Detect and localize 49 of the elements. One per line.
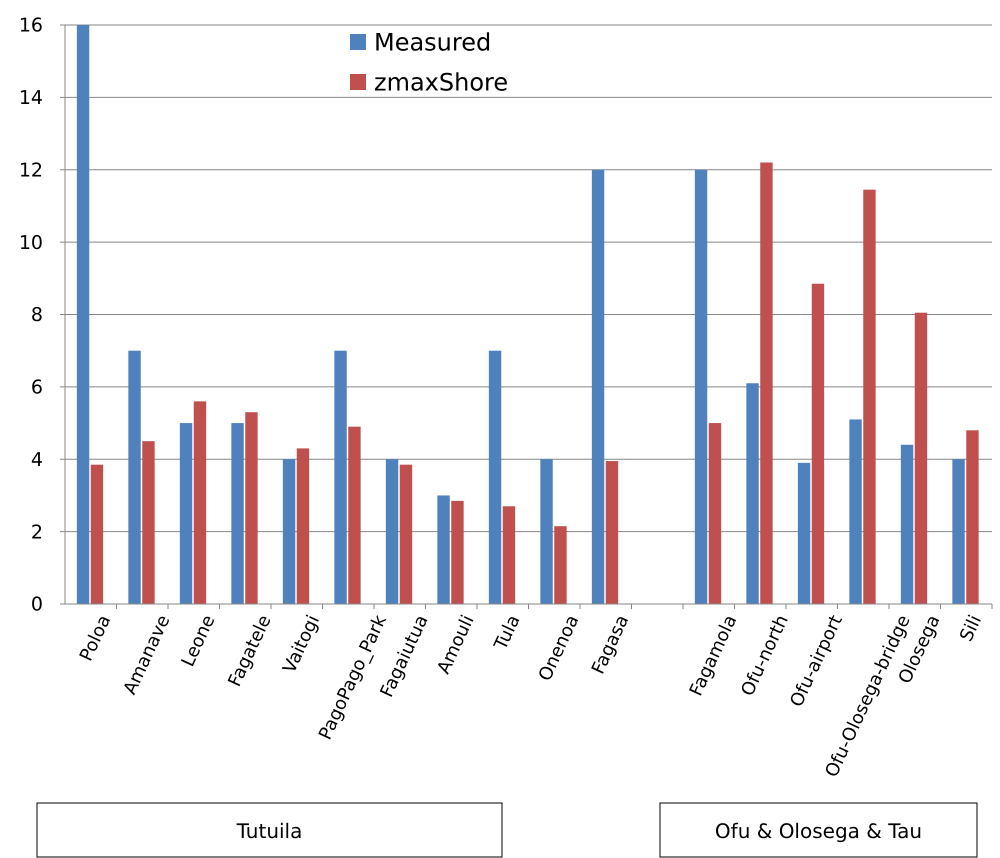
bar (334, 350, 347, 604)
legend-label: Measured (374, 28, 492, 56)
bar (128, 350, 141, 604)
bar (694, 170, 708, 604)
bar (952, 459, 965, 604)
bar (451, 500, 464, 604)
bar (746, 383, 759, 604)
bar (245, 412, 258, 604)
bar (90, 464, 104, 604)
text: Ofu & Olosega & Tau (714, 819, 922, 843)
bar (488, 350, 502, 604)
x-tick-label: Sili (956, 612, 986, 645)
bar (296, 448, 310, 604)
bar (142, 441, 155, 604)
bar (231, 423, 244, 604)
y-tick-label: 12 (18, 159, 43, 182)
bar (900, 444, 914, 604)
y-tick-label: 0 (30, 594, 43, 616)
y-tick-label: 14 (18, 87, 43, 110)
bar (76, 25, 90, 604)
bar (812, 284, 824, 604)
x-tick-label: Tula (490, 612, 525, 654)
bar (540, 459, 553, 604)
legend-label: zmaxShore (374, 68, 508, 96)
bar (194, 401, 206, 604)
bar (386, 459, 398, 604)
bar (592, 170, 604, 604)
y-tick-label: 6 (30, 376, 43, 399)
bar (760, 162, 773, 604)
bar (348, 426, 361, 604)
y-tick-label: 16 (18, 14, 43, 37)
bar (606, 461, 618, 604)
y-tick-label: 2 (30, 521, 43, 544)
y-tick-label: 8 (30, 304, 43, 326)
bar (400, 464, 412, 604)
bar (863, 190, 876, 604)
bar (798, 462, 810, 604)
bar (966, 430, 979, 604)
bar (282, 459, 296, 604)
bar (554, 526, 567, 604)
bar (849, 419, 862, 604)
y-tick-label: 10 (18, 232, 43, 254)
bar (180, 423, 192, 604)
bar (708, 423, 722, 604)
bar (502, 506, 516, 604)
y-tick-label: 4 (30, 448, 43, 471)
bar (437, 495, 450, 604)
bar (914, 312, 928, 604)
text: Tutuila (236, 819, 302, 843)
